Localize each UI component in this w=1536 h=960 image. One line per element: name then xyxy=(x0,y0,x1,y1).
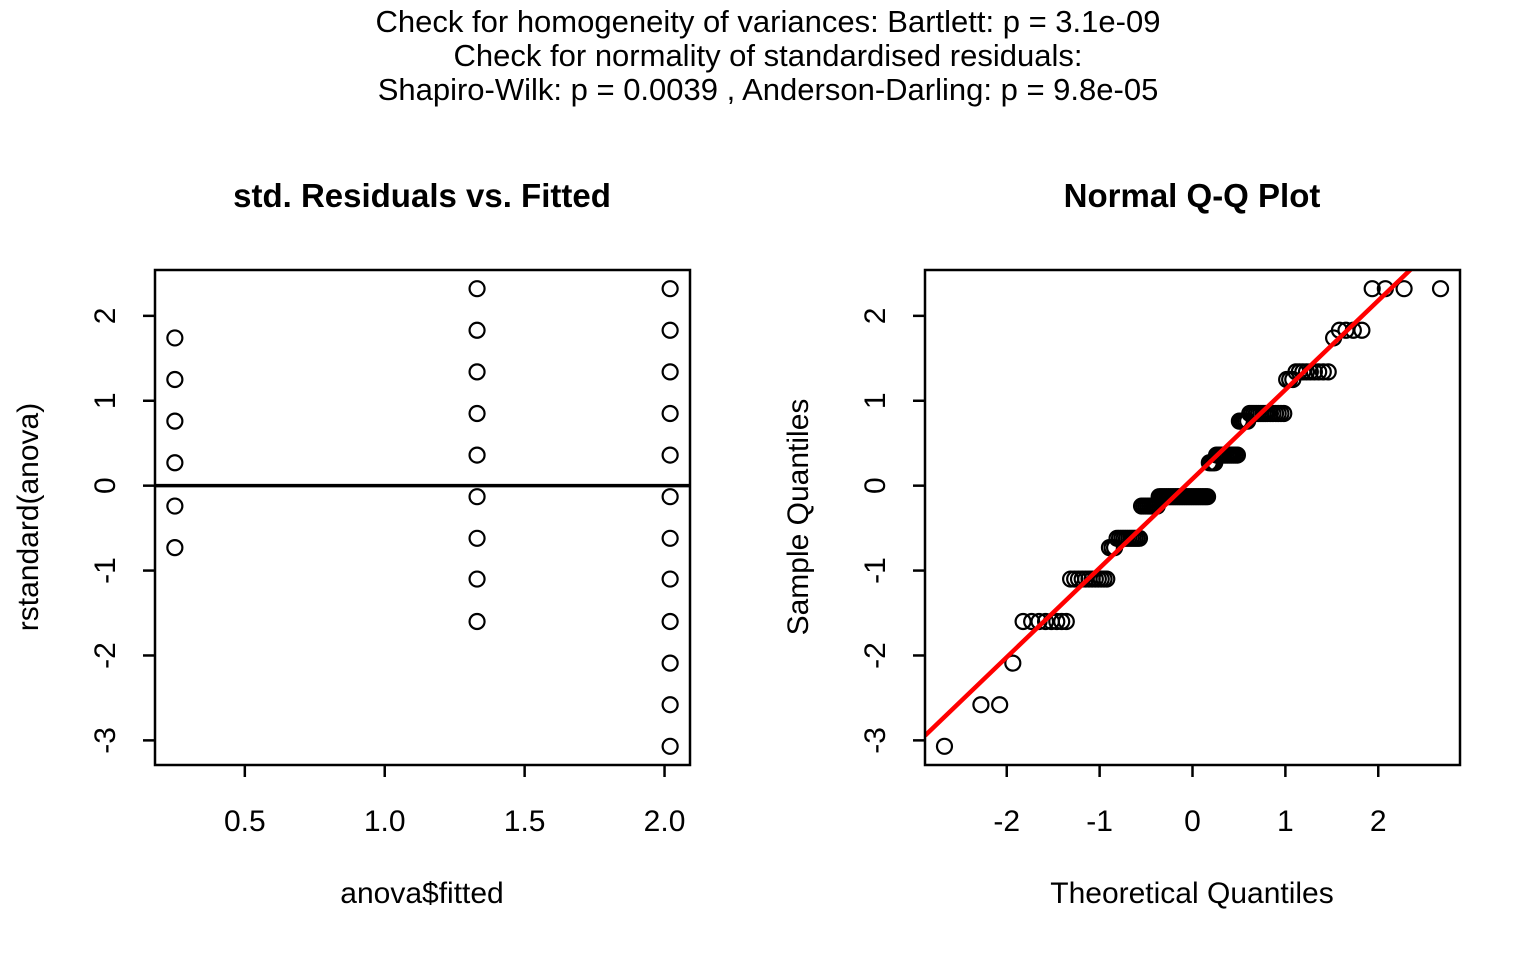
y-tick-label: 0 xyxy=(859,477,892,494)
normality-test-results: Shapiro-Wilk: p = 0.0039 , Anderson-Darl… xyxy=(377,72,1159,107)
normal-qq-plot: Normal Q-Q Plot Theoretical Quantiles Sa… xyxy=(782,177,1462,910)
data-point xyxy=(166,454,184,472)
qq-line-layer xyxy=(925,270,1414,738)
data-point xyxy=(1275,404,1293,423)
y-tick-label: 0 xyxy=(89,477,122,494)
data-point xyxy=(991,696,1009,714)
data-point xyxy=(468,529,486,547)
right-plot-title: Normal Q-Q Plot xyxy=(1064,177,1321,214)
y-tick-label: -3 xyxy=(859,727,892,754)
y-tick-label: -1 xyxy=(89,557,122,584)
data-point xyxy=(468,612,486,631)
points-layer xyxy=(935,280,1450,755)
x-tick-label: 0.5 xyxy=(224,805,266,838)
data-point xyxy=(166,497,184,515)
right-y-axis-label: Sample Quantiles xyxy=(782,399,815,636)
left-y-axis-label: rstandard(anova) xyxy=(12,403,45,631)
data-point xyxy=(468,570,486,588)
x-tick-label: 2.0 xyxy=(644,805,686,838)
right-x-axis-label: Theoretical Quantiles xyxy=(1050,877,1333,910)
header-text-block: Check for homogeneity of variances: Bart… xyxy=(0,5,1536,107)
x-tick-label: 0 xyxy=(1184,805,1201,838)
data-point xyxy=(661,696,679,714)
y-tick-label: -1 xyxy=(859,557,892,584)
y-tick-label: -2 xyxy=(859,642,892,669)
data-point xyxy=(661,529,679,547)
data-point xyxy=(1431,280,1450,298)
data-point xyxy=(661,570,679,588)
data-point xyxy=(661,612,679,631)
bartlett-test-result: Check for homogeneity of variances: Bart… xyxy=(375,4,1161,39)
data-point xyxy=(935,737,954,755)
x-tick-label: -2 xyxy=(993,805,1020,838)
x-tick-label: 1.5 xyxy=(504,805,546,838)
y-tick-label: 1 xyxy=(89,392,122,409)
left-plot-area: 0.5 1.0 1.5 2.0 2 1 0 -1 -2 -3 xyxy=(89,268,692,838)
data-point xyxy=(1023,612,1041,631)
plot-box xyxy=(923,268,1462,767)
data-point xyxy=(1057,612,1075,631)
data-point xyxy=(468,404,486,423)
data-point xyxy=(1048,612,1066,631)
x-tick-label: 1 xyxy=(1277,805,1294,838)
data-point xyxy=(1314,363,1332,381)
data-point xyxy=(1053,612,1071,631)
data-point xyxy=(1036,612,1055,631)
data-point xyxy=(166,329,184,347)
data-point xyxy=(1004,654,1022,672)
data-point xyxy=(1310,363,1328,381)
x-tick-label: 1.0 xyxy=(364,805,406,838)
left-plot-title: std. Residuals vs. Fitted xyxy=(233,177,611,214)
x-tick-label: -1 xyxy=(1086,805,1113,838)
data-point xyxy=(468,280,486,298)
left-x-axis-label: anova$fitted xyxy=(340,877,503,910)
data-point xyxy=(972,696,990,714)
y-tick-label: -3 xyxy=(89,727,122,754)
x-tick-label: 2 xyxy=(1370,805,1387,838)
y-tick-label: -2 xyxy=(89,642,122,669)
data-point xyxy=(166,412,184,430)
data-point xyxy=(661,280,679,298)
right-plot-area: -2 -1 0 1 2 2 1 0 -1 -2 -3 xyxy=(859,268,1462,838)
residuals-vs-fitted-plot: std. Residuals vs. Fitted anova$fitted r… xyxy=(12,177,692,910)
data-point xyxy=(468,446,486,464)
qq-reference-line xyxy=(925,270,1414,738)
data-point xyxy=(661,446,679,464)
points-layer xyxy=(166,280,679,755)
data-point xyxy=(661,737,679,755)
data-point xyxy=(661,321,679,339)
data-point xyxy=(1363,280,1381,298)
data-point xyxy=(661,654,679,672)
data-point xyxy=(661,488,679,506)
data-point xyxy=(661,404,679,423)
data-point xyxy=(1353,321,1371,339)
y-tick-label: 1 xyxy=(859,392,892,409)
data-point xyxy=(468,363,486,381)
y-tick-label: 2 xyxy=(859,308,892,325)
data-point xyxy=(166,539,184,557)
data-point xyxy=(1228,446,1247,464)
data-point xyxy=(1395,280,1413,298)
data-point xyxy=(1098,570,1116,588)
data-point xyxy=(1198,488,1217,506)
y-tick-label: 2 xyxy=(89,308,122,325)
data-point xyxy=(1319,363,1337,381)
data-point xyxy=(468,488,486,506)
data-point xyxy=(661,363,679,381)
plot-box xyxy=(153,268,692,767)
data-point xyxy=(468,321,486,339)
normality-check-heading: Check for normality of standardised resi… xyxy=(453,38,1083,73)
data-point xyxy=(166,370,184,389)
